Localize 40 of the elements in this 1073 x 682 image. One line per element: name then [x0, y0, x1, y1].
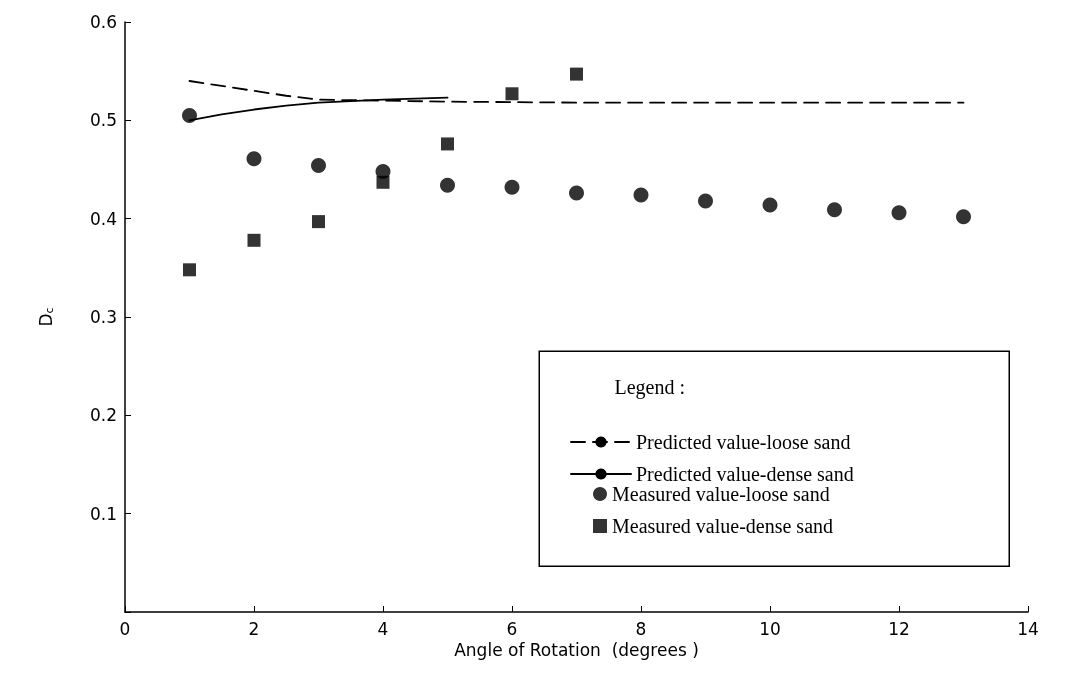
point [505, 87, 519, 101]
x-tick-label: 14 [1017, 618, 1039, 639]
point [311, 158, 326, 174]
x-axis-title: Angle of Rotation (degrees ) [454, 640, 699, 661]
point [633, 187, 649, 203]
point [376, 175, 390, 189]
x-tick-label: 2 [248, 618, 260, 639]
x-tick-label: 8 [635, 618, 647, 639]
point [698, 193, 713, 209]
point [440, 177, 455, 193]
x-tick-label: 12 [888, 618, 910, 639]
point [504, 179, 520, 195]
point [569, 185, 584, 201]
point [891, 205, 907, 221]
y-tick-label: 0.4 [89, 208, 117, 229]
y-tick-label: 0.5 [89, 110, 117, 131]
x-tick-label: 0 [119, 618, 131, 639]
x-tick-label: 6 [506, 618, 518, 639]
point [247, 233, 261, 247]
point [182, 107, 197, 123]
y-tick-label: 0.6 [89, 12, 117, 32]
legend-title: Legend : [614, 376, 685, 399]
legend-label: Measured value-loose sand [612, 483, 830, 505]
x-tick-label: 10 [759, 618, 781, 639]
y-tick-label: 0.3 [89, 307, 117, 327]
point [312, 215, 325, 229]
point [956, 209, 971, 225]
point [570, 67, 583, 81]
x-tick-label: 4 [377, 618, 389, 639]
point [246, 151, 262, 167]
legend-label: Predicted value-loose sand [636, 431, 851, 453]
legend-label: Predicted value-dense sand [636, 463, 854, 485]
y-tick-label: 0.1 [89, 503, 117, 524]
point [183, 263, 196, 277]
point [441, 137, 454, 151]
y-axis-title: Dc [35, 307, 56, 327]
legend-label: Measured value-dense sand [612, 515, 834, 537]
y-tick-label: 0.2 [89, 405, 117, 426]
point [827, 202, 842, 218]
point [762, 197, 778, 213]
